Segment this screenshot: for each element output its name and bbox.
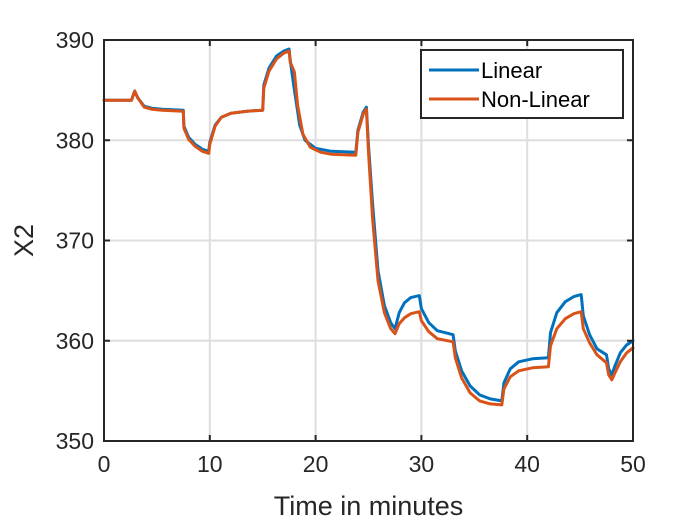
legend: Linear Non-Linear [420,49,624,119]
legend-label: Non-Linear [481,87,590,112]
y-tick-label: 370 [56,228,94,254]
legend-label: Linear [481,58,542,83]
y-tick-label: 390 [56,27,94,53]
x-axis-label: Time in minutes [274,491,464,521]
x-tick-label: 30 [409,451,435,477]
x-tick-label: 10 [197,451,223,477]
series-line-non-linear [102,49,635,407]
axis-ticks: 0 10 20 30 40 50 350 360 370 380 390 [56,27,646,477]
y-axis-label: X2 [9,224,39,257]
x-tick-label: 20 [303,451,329,477]
x-tick-label: 0 [98,451,111,477]
x-tick-label: 50 [620,451,646,477]
legend-box [420,49,624,119]
y-tick-label: 380 [56,127,94,153]
series-layer [102,47,635,407]
y-tick-label: 360 [56,328,94,354]
x-tick-label: 40 [514,451,540,477]
y-tick-label: 350 [56,428,94,454]
